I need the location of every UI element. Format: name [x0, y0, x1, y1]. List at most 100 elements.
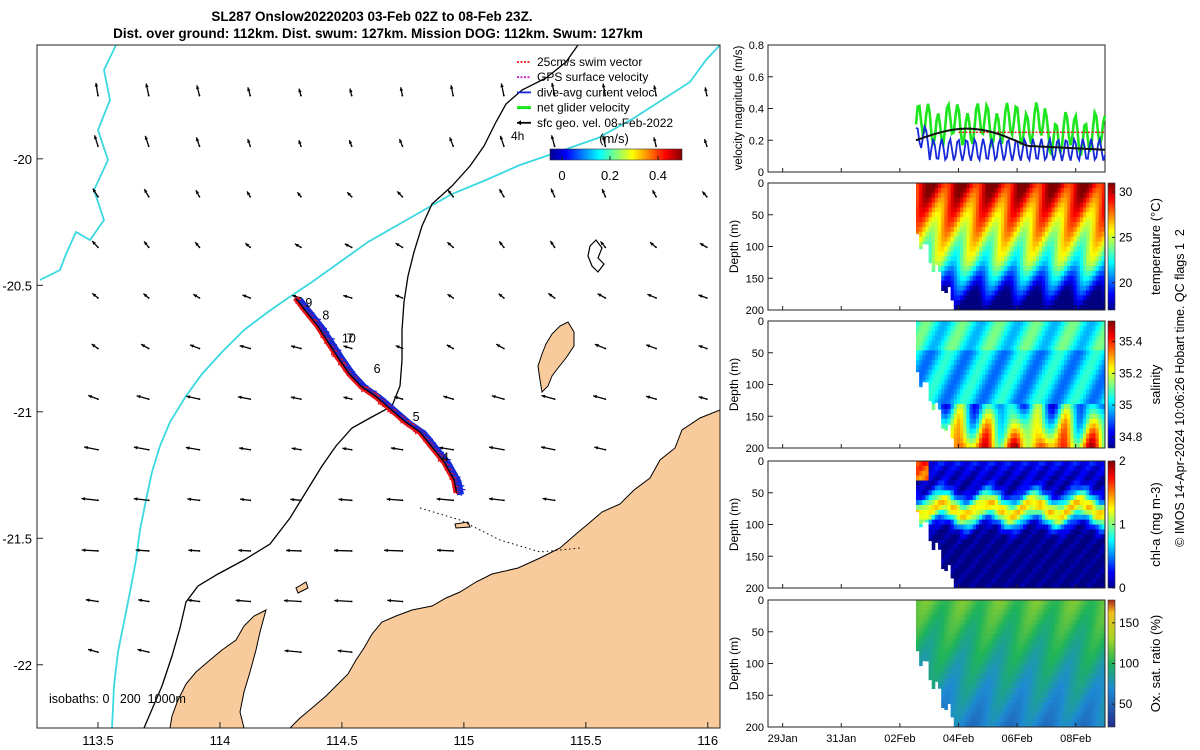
section-cell	[994, 345, 999, 351]
section-cell	[1016, 495, 1021, 501]
section-cell	[1064, 404, 1068, 410]
section-cell	[1067, 568, 1071, 574]
section-cell	[1041, 548, 1046, 555]
section-cell	[1038, 350, 1043, 356]
section-cell	[944, 408, 948, 415]
section-cell	[1082, 404, 1087, 410]
section-cell	[1098, 256, 1103, 262]
current-vector-head	[290, 345, 295, 349]
section-cell	[1070, 212, 1074, 218]
current-vector-origin	[553, 499, 556, 502]
section-cell	[1098, 280, 1103, 286]
section-cell	[931, 369, 936, 376]
section-cell	[1010, 270, 1015, 277]
section-cell	[1101, 335, 1106, 341]
section-cell	[1038, 202, 1043, 208]
section-cell	[1070, 423, 1074, 429]
section-cell	[925, 231, 929, 238]
section-cell	[1016, 423, 1021, 429]
section-cell	[975, 568, 980, 574]
section-cell	[1076, 379, 1081, 385]
section-cell	[953, 374, 958, 381]
section-cell	[985, 428, 989, 434]
section-cell	[922, 183, 926, 189]
current-vector-origin	[350, 347, 353, 350]
section-cell	[1060, 285, 1065, 291]
section-cell	[985, 266, 989, 272]
section-cell	[1026, 266, 1030, 272]
section-cell	[1001, 389, 1005, 395]
section-cell	[1082, 350, 1087, 356]
section-cell	[1032, 246, 1037, 252]
dive-avg-vector	[416, 428, 426, 432]
section-cell	[960, 389, 964, 395]
section-cell	[982, 461, 986, 467]
section-cell	[944, 222, 948, 228]
section-cell	[1029, 251, 1033, 257]
section-cell	[975, 360, 980, 366]
section-cell	[988, 226, 992, 233]
section-cell	[1019, 270, 1024, 277]
colorbar-tick-label: 30	[1119, 185, 1133, 199]
section-cell	[925, 465, 929, 472]
section-cell	[988, 335, 992, 341]
section-cell	[997, 534, 1002, 540]
section-cell	[1001, 321, 1005, 327]
section-cell	[1064, 222, 1068, 228]
section-cell	[1095, 335, 1100, 341]
section-cell	[994, 261, 999, 267]
section-cell	[1064, 261, 1068, 267]
section-cell	[1098, 207, 1103, 213]
section-cell	[934, 389, 939, 395]
section-cell	[931, 480, 936, 486]
section-cell	[1073, 275, 1078, 282]
current-vector-head	[443, 395, 448, 399]
section-cell	[991, 408, 996, 415]
current-vector-head	[399, 139, 403, 144]
section-cell	[988, 553, 992, 560]
section-cell	[1041, 404, 1046, 410]
section-cell	[1067, 222, 1071, 228]
section-cell	[1073, 404, 1078, 410]
section-cell	[1048, 423, 1052, 429]
section-cell	[1054, 500, 1059, 506]
section-cell	[928, 335, 933, 341]
section-cell	[1013, 509, 1018, 516]
section-cell	[1089, 433, 1093, 439]
section-cell	[1095, 345, 1100, 351]
section-cell	[1010, 369, 1015, 376]
section-cell	[953, 529, 958, 535]
section-cell	[1048, 568, 1052, 574]
section-cell	[1101, 183, 1106, 189]
section-cell	[1010, 408, 1015, 415]
section-cell	[1064, 379, 1068, 385]
section-cell	[1038, 394, 1043, 400]
section-cell	[972, 231, 977, 238]
section-cell	[982, 384, 986, 390]
section-cell	[985, 360, 989, 366]
section-cell	[1067, 345, 1071, 351]
section-cell	[960, 399, 964, 405]
section-cell	[1041, 394, 1046, 400]
section-cell	[1029, 360, 1033, 366]
section-cell	[988, 583, 992, 589]
section-cell	[931, 330, 936, 337]
section-cell	[1026, 374, 1030, 381]
section-cell	[931, 408, 936, 411]
section-cell	[1060, 573, 1065, 579]
section-cell	[1067, 399, 1071, 405]
section-cell	[1045, 350, 1049, 356]
section-cell	[997, 490, 1002, 496]
section-cell	[963, 413, 967, 420]
section-cell	[963, 524, 967, 530]
geo-velocity-line	[915, 127, 1106, 151]
section-cell	[1004, 335, 1008, 341]
section-cell	[1067, 330, 1071, 337]
section-cell	[1004, 480, 1008, 486]
section-cell	[928, 325, 933, 332]
section-cell	[963, 183, 967, 189]
section-cell	[1051, 350, 1055, 356]
section-cell	[1051, 475, 1055, 481]
section-cell	[1092, 418, 1096, 424]
section-cell	[953, 495, 958, 501]
